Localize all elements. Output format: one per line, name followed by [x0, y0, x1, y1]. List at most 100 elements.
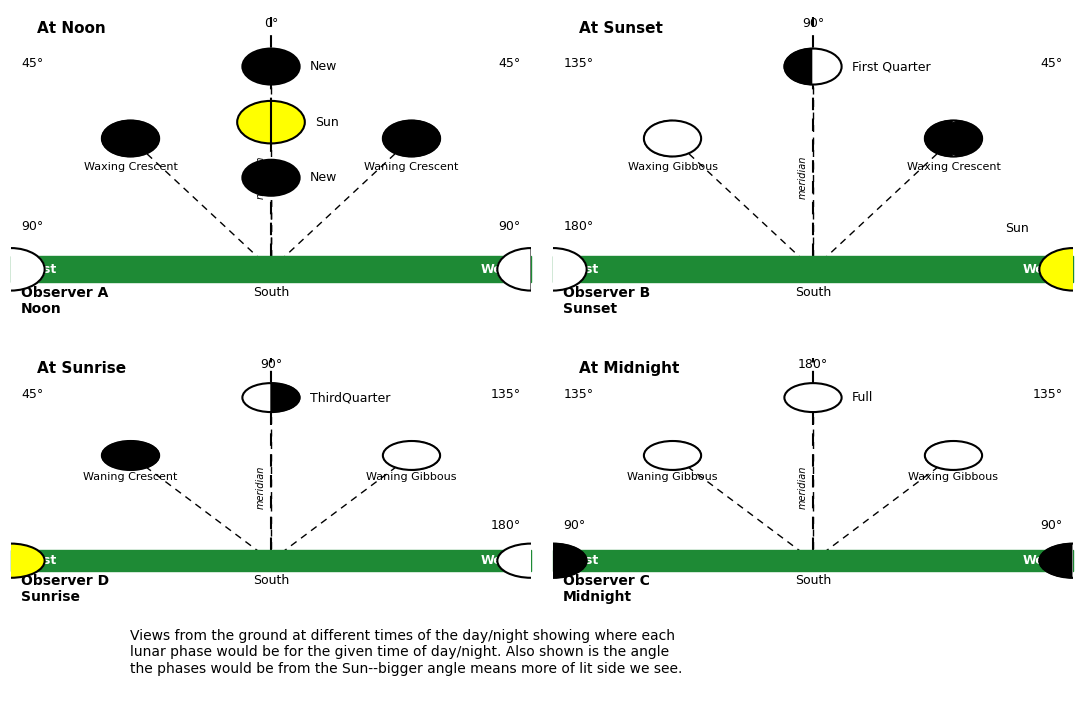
Wedge shape — [531, 248, 565, 291]
Circle shape — [498, 544, 565, 578]
Text: 45°: 45° — [22, 57, 43, 70]
Wedge shape — [1073, 544, 1084, 578]
Text: First Quarter: First Quarter — [951, 552, 1029, 565]
Wedge shape — [519, 544, 553, 578]
Circle shape — [519, 248, 586, 291]
Text: South: South — [253, 574, 289, 587]
Ellipse shape — [922, 441, 968, 470]
Text: Waxing Crescent: Waxing Crescent — [906, 161, 1001, 171]
Wedge shape — [412, 441, 440, 470]
Circle shape — [925, 441, 982, 470]
Text: East: East — [26, 554, 56, 567]
Text: Waxing Gibbous: Waxing Gibbous — [908, 472, 998, 483]
Wedge shape — [11, 248, 44, 291]
Text: Sun: Sun — [315, 116, 339, 129]
Wedge shape — [102, 441, 130, 470]
Wedge shape — [553, 544, 586, 578]
Circle shape — [237, 101, 305, 144]
Text: First Quarter: First Quarter — [55, 261, 126, 271]
Text: ThirdQuarter: ThirdQuarter — [597, 552, 678, 565]
Text: New: New — [310, 60, 337, 73]
Circle shape — [0, 544, 44, 578]
Circle shape — [644, 441, 701, 470]
Text: 90°: 90° — [260, 358, 282, 371]
Text: South: South — [795, 574, 831, 587]
Text: Observer B
Sunset: Observer B Sunset — [564, 286, 650, 316]
Bar — [11, 550, 531, 571]
Text: 135°: 135° — [491, 388, 520, 402]
Text: At Noon: At Noon — [37, 21, 105, 36]
Text: 135°: 135° — [1033, 388, 1062, 402]
Wedge shape — [0, 248, 11, 291]
Wedge shape — [954, 120, 982, 156]
Ellipse shape — [397, 441, 443, 470]
Text: 45°: 45° — [499, 57, 520, 70]
Text: Waning Gibbous: Waning Gibbous — [366, 472, 456, 483]
Bar — [553, 256, 1073, 282]
Text: Full: Full — [465, 552, 487, 565]
Text: Views from the ground at different times of the day/night showing where each
lun: Views from the ground at different times… — [130, 629, 683, 675]
Ellipse shape — [380, 120, 426, 157]
Circle shape — [243, 160, 299, 196]
Text: West: West — [480, 554, 516, 567]
Wedge shape — [813, 48, 841, 85]
Circle shape — [925, 120, 982, 156]
Ellipse shape — [658, 441, 704, 470]
Bar — [11, 256, 531, 282]
Text: Waning Crescent: Waning Crescent — [83, 472, 178, 483]
Circle shape — [644, 120, 701, 156]
Text: Waning Crescent: Waning Crescent — [364, 161, 459, 171]
Wedge shape — [1040, 544, 1073, 578]
Text: First Quarter: First Quarter — [852, 60, 931, 73]
Ellipse shape — [941, 120, 992, 157]
Text: ThirdQuarter: ThirdQuarter — [310, 391, 390, 404]
Text: 180°: 180° — [564, 220, 594, 233]
Text: Waning Gibbous: Waning Gibbous — [628, 472, 718, 483]
Text: Waxing Gibbous: Waxing Gibbous — [628, 161, 718, 171]
Text: East: East — [568, 554, 598, 567]
Text: Full: Full — [597, 260, 619, 272]
Ellipse shape — [99, 441, 145, 470]
Text: 90°: 90° — [1041, 519, 1062, 532]
Text: 180°: 180° — [798, 358, 828, 371]
Wedge shape — [672, 441, 701, 470]
Ellipse shape — [116, 120, 162, 157]
Wedge shape — [271, 383, 299, 412]
Circle shape — [383, 120, 440, 156]
Text: At Midnight: At Midnight — [579, 360, 680, 375]
Circle shape — [102, 120, 159, 156]
Text: New: New — [310, 171, 337, 184]
Text: meridian: meridian — [256, 465, 266, 509]
Text: West: West — [480, 263, 516, 276]
Text: 45°: 45° — [22, 388, 43, 402]
Wedge shape — [644, 120, 672, 156]
Text: West: West — [1022, 263, 1058, 276]
Text: South: South — [795, 286, 831, 299]
Text: meridian: meridian — [256, 156, 266, 200]
Text: Sun: Sun — [1005, 222, 1029, 235]
Wedge shape — [925, 441, 954, 470]
Circle shape — [243, 48, 299, 85]
Wedge shape — [785, 48, 813, 85]
Text: 135°: 135° — [564, 388, 593, 402]
Wedge shape — [130, 120, 159, 156]
Text: Waxing Crescent: Waxing Crescent — [83, 161, 178, 171]
Text: meridian: meridian — [798, 156, 808, 200]
Wedge shape — [498, 248, 531, 291]
Ellipse shape — [641, 120, 687, 157]
Text: 90°: 90° — [499, 220, 520, 233]
Circle shape — [1040, 248, 1084, 291]
Wedge shape — [243, 383, 271, 412]
Text: At Sunset: At Sunset — [579, 21, 662, 36]
Text: 90°: 90° — [22, 220, 43, 233]
Text: West: West — [1022, 554, 1058, 567]
Circle shape — [383, 441, 440, 470]
Text: Observer D
Sunrise: Observer D Sunrise — [22, 574, 109, 604]
Text: East: East — [26, 263, 56, 276]
Text: Observer A
Noon: Observer A Noon — [22, 286, 108, 316]
Text: 90°: 90° — [564, 519, 585, 532]
Text: East: East — [568, 263, 598, 276]
Text: 0°: 0° — [263, 18, 279, 31]
Text: Observer C
Midnight: Observer C Midnight — [564, 574, 650, 604]
Text: 45°: 45° — [1041, 57, 1062, 70]
